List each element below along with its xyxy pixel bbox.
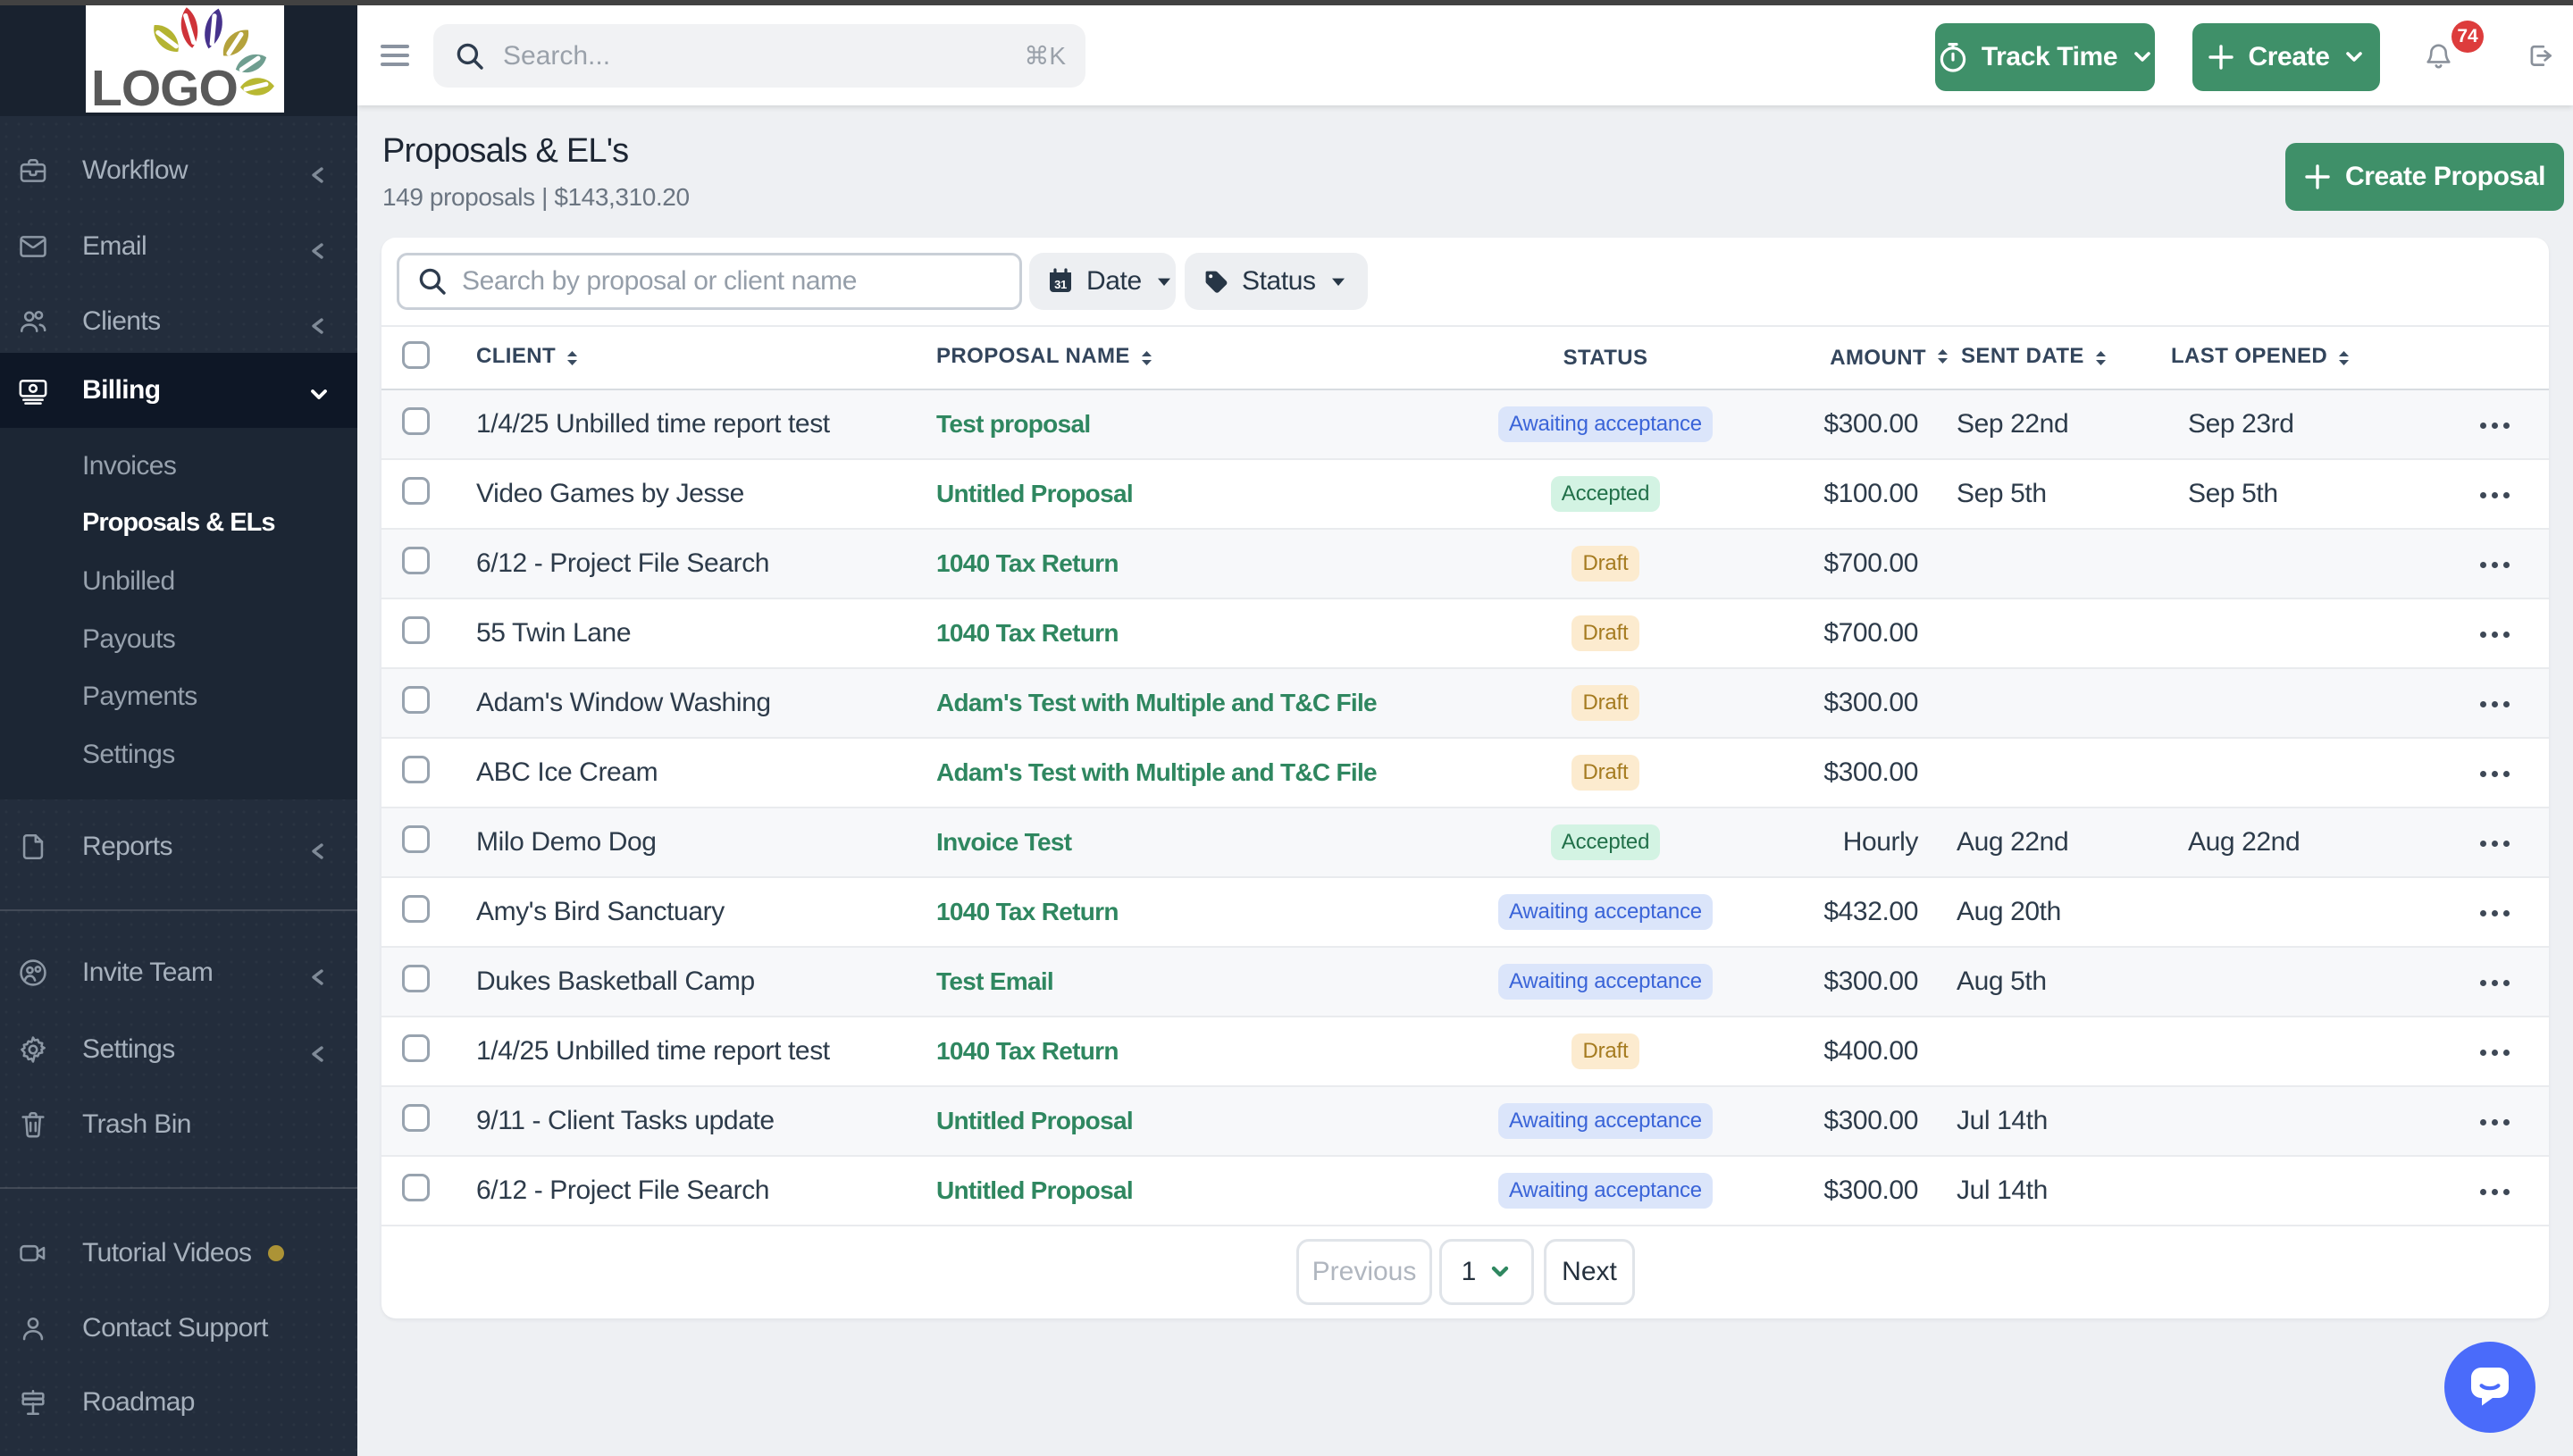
- svg-text:LOGO: LOGO: [91, 60, 238, 113]
- svg-text:31: 31: [1054, 278, 1067, 291]
